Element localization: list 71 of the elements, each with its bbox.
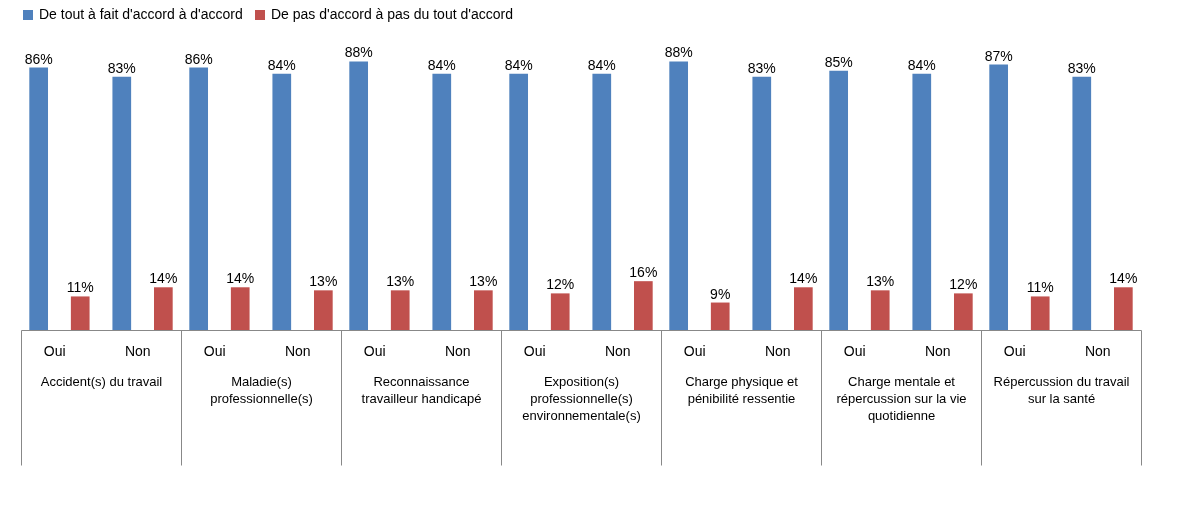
text: Accident(s) du travail [40, 373, 163, 389]
legend-label: De tout à fait d'accord à d'accord [39, 6, 243, 22]
data-label: 84% [504, 56, 533, 73]
data-label: 88% [664, 44, 693, 61]
data-label: 83% [747, 59, 776, 76]
x-tick-label: Non [284, 343, 311, 359]
data-label: 84% [267, 56, 296, 73]
data-label: 14% [226, 270, 255, 287]
data-label: 87% [984, 47, 1013, 64]
bar [1072, 76, 1092, 330]
text: Maladie(s) professionnelle(s) [210, 373, 313, 406]
x-tick-label: Non [1084, 343, 1111, 359]
x-tick-label: Oui [1003, 343, 1026, 359]
bar [710, 302, 730, 330]
data-label: 12% [546, 276, 575, 293]
text: Répercussion du travail sur la santé [993, 373, 1130, 406]
data-label: 13% [386, 273, 415, 290]
x-tick-label: Non [444, 343, 471, 359]
x-tick-label: Oui [363, 343, 386, 359]
bar [633, 281, 653, 330]
data-label: 16% [629, 264, 658, 281]
legend-label: De pas d'accord à pas du tout d'accord [271, 6, 513, 22]
x-tick-label: Non [604, 343, 631, 359]
data-label: 84% [427, 56, 456, 73]
bar [793, 287, 813, 330]
bar [29, 67, 49, 330]
data-label: 14% [149, 270, 178, 287]
x-tick-label: Oui [843, 343, 866, 359]
data-label: 11% [66, 279, 94, 296]
text: Charge mentale et répercussion sur la vie quotidienne [836, 373, 967, 423]
x-tick-label: Oui [43, 343, 66, 359]
data-label: 83% [1067, 59, 1096, 76]
data-label: 84% [907, 56, 936, 73]
data-label: 83% [107, 59, 136, 76]
bar [953, 293, 973, 330]
bar [752, 76, 772, 330]
data-label: 84% [587, 56, 616, 73]
bar [550, 293, 570, 330]
data-label: 86% [24, 50, 53, 67]
bar [230, 287, 250, 330]
data-label: 11% [1026, 279, 1054, 296]
data-label: 86% [184, 50, 213, 67]
bar [189, 67, 209, 330]
data-label: 13% [866, 273, 895, 290]
bar [669, 61, 689, 330]
bar [1113, 287, 1133, 330]
bar [432, 73, 452, 330]
x-tick-label: Non [124, 343, 151, 359]
data-label: 9% [710, 285, 731, 302]
data-label: 88% [344, 44, 373, 61]
data-label: 13% [309, 273, 338, 290]
data-label: 85% [824, 53, 853, 70]
data-label: 14% [1109, 270, 1138, 287]
bar [912, 73, 932, 330]
text: Reconnaissance travailleur handicapé [361, 373, 482, 406]
bar [473, 290, 493, 330]
bar [509, 73, 529, 330]
bar [349, 61, 369, 330]
text: Charge physique et pénibilité ressentie [685, 373, 799, 406]
x-tick-label: Oui [203, 343, 226, 359]
x-tick-label: Oui [523, 343, 546, 359]
x-tick-label: Non [764, 343, 791, 359]
text: Exposition(s) professionnelle(s) environnementale(s) [522, 373, 641, 423]
bar [592, 73, 612, 330]
data-label: 13% [469, 273, 498, 290]
bar [70, 296, 90, 330]
bar [390, 290, 410, 330]
x-tick-label: Oui [683, 343, 706, 359]
data-label: 14% [789, 270, 818, 287]
x-tick-label: Non [924, 343, 951, 359]
data-label: 12% [949, 276, 978, 293]
